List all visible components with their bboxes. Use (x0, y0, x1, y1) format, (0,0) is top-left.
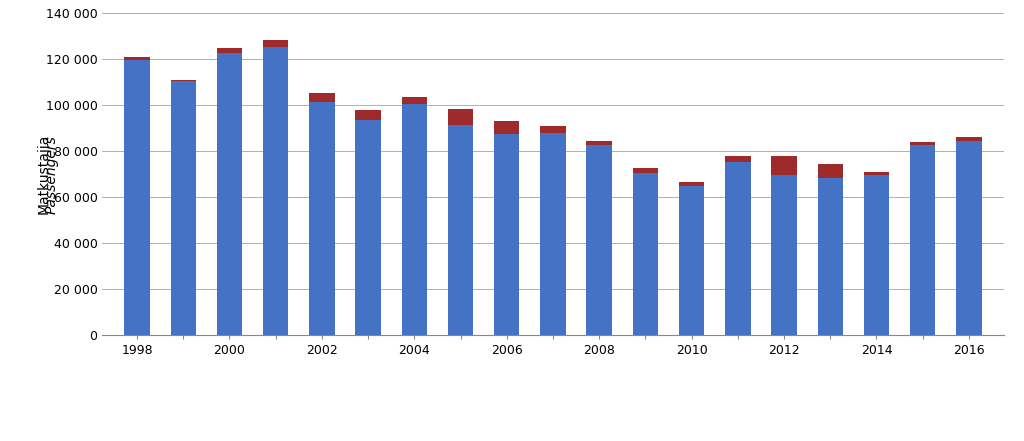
Bar (725, 161, 751, 335)
Bar (263, 47, 289, 335)
Bar (863, 172, 889, 176)
Bar (587, 146, 612, 335)
Bar (863, 176, 889, 335)
Text: Matkustajia: Matkustajia (37, 134, 51, 214)
Bar (910, 142, 935, 146)
Bar (494, 134, 519, 335)
Text: Passengers: Passengers (29, 135, 59, 213)
Bar (771, 176, 797, 335)
Bar (633, 168, 658, 173)
Bar (494, 121, 519, 134)
Bar (124, 57, 150, 60)
Bar (633, 173, 658, 335)
Bar (541, 133, 565, 335)
Bar (725, 156, 751, 161)
Bar (355, 110, 381, 120)
Bar (263, 40, 289, 47)
Bar (541, 126, 565, 133)
Bar (171, 81, 196, 335)
Bar (679, 186, 705, 335)
Bar (124, 60, 150, 335)
Legend: Kotim. liikenne
Domestic traffic, K.v. liikenne
Internat. traffic: Kotim. liikenne Domestic traffic, K.v. l… (407, 438, 699, 441)
Bar (401, 97, 427, 104)
Bar (447, 108, 473, 125)
Bar (309, 102, 335, 335)
Bar (355, 120, 381, 335)
Bar (771, 156, 797, 176)
Bar (956, 141, 982, 335)
Bar (679, 182, 705, 186)
Bar (217, 53, 243, 335)
Bar (447, 125, 473, 335)
Bar (587, 141, 612, 146)
Bar (171, 80, 196, 81)
Bar (817, 178, 843, 335)
Bar (309, 93, 335, 102)
Bar (401, 104, 427, 335)
Bar (217, 48, 243, 53)
Bar (956, 138, 982, 141)
Bar (817, 164, 843, 178)
Bar (910, 146, 935, 335)
